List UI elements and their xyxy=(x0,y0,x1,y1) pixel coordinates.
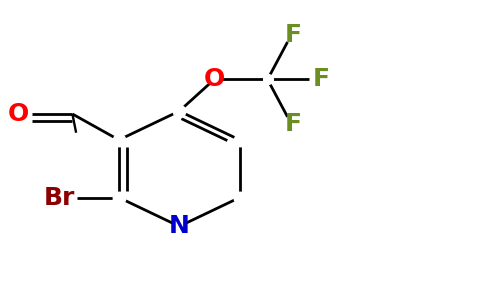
Text: Br: Br xyxy=(44,185,76,209)
Text: O: O xyxy=(7,102,29,126)
Text: O: O xyxy=(203,68,225,92)
Text: F: F xyxy=(285,23,302,47)
Text: F: F xyxy=(285,112,302,136)
Text: N: N xyxy=(169,214,190,238)
Text: F: F xyxy=(313,68,330,92)
